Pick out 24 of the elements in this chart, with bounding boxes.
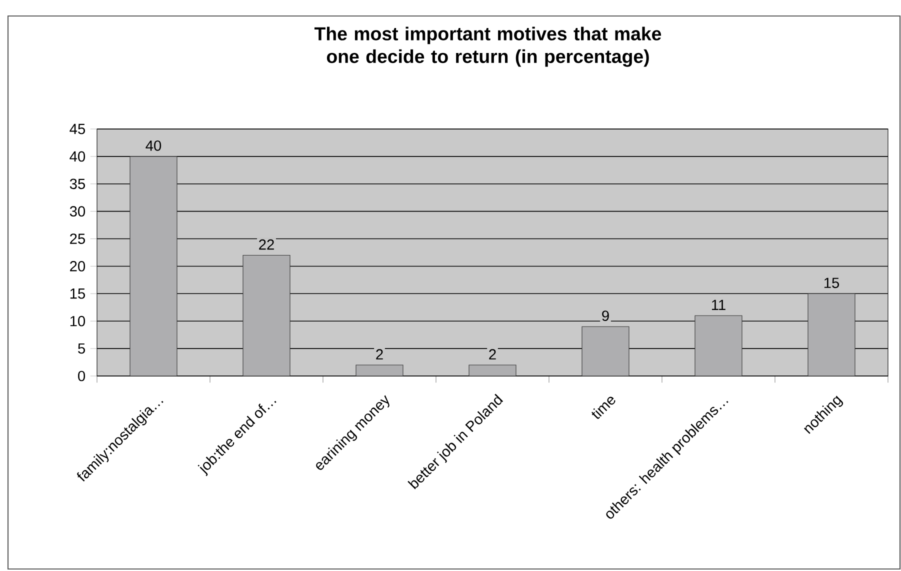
bar [694, 315, 742, 376]
y-tick-label: 20 [70, 261, 86, 272]
x-tick-label: time [592, 396, 616, 419]
y-tick-label: 5 [78, 343, 85, 354]
y-tick-label: 45 [70, 124, 85, 134]
data-label: 15 [824, 278, 840, 288]
chart-title: The most important motives that make one decide to return (in percentage) [314, 26, 662, 67]
data-label: 22 [259, 239, 274, 250]
y-tick-label: 25 [70, 234, 85, 244]
data-label: 11 [712, 300, 726, 310]
y-tick-label: 0 [78, 370, 86, 382]
y-tick-label: 15 [70, 288, 85, 299]
y-tick-label: 40 [70, 151, 86, 162]
y-tick-label: 10 [70, 316, 86, 326]
data-label: 2 [489, 349, 496, 360]
bar [242, 254, 290, 376]
data-label: 2 [376, 349, 383, 360]
bar [808, 293, 856, 376]
data-label: 9 [602, 310, 609, 321]
bar [130, 156, 178, 376]
y-tick-label: 35 [70, 178, 85, 190]
bar [582, 326, 630, 376]
data-label: 40 [146, 140, 162, 151]
y-tick-label: 30 [70, 206, 86, 217]
